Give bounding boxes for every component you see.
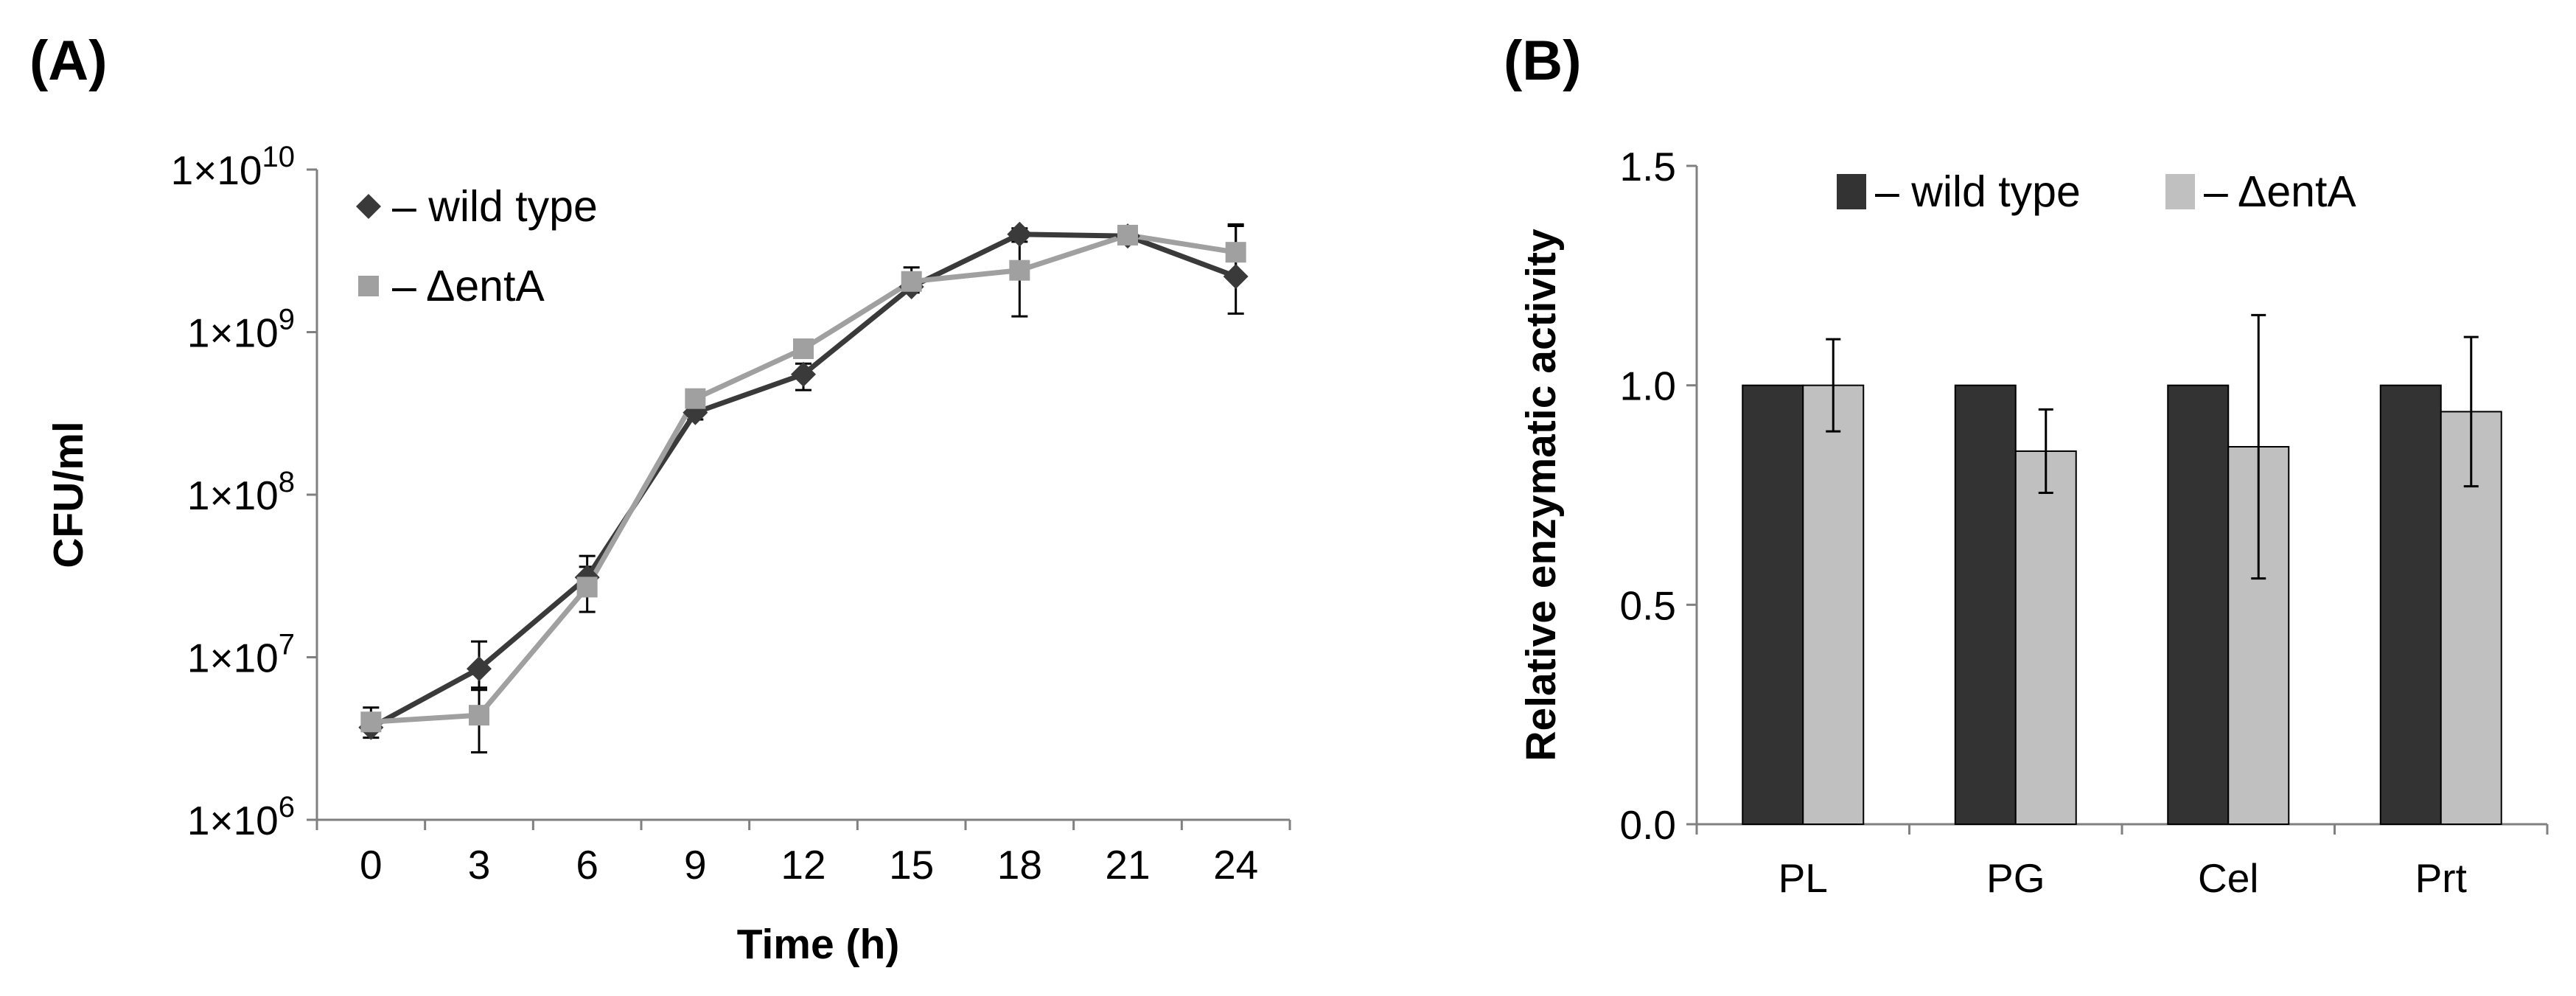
- panel-b-label: (B): [1504, 29, 1582, 92]
- x-tick-label: 12: [781, 842, 825, 888]
- entA-point: [1009, 260, 1030, 281]
- y-tick-label: 1×1010: [171, 141, 295, 193]
- entA-point: [360, 711, 382, 733]
- x-tick-label: 6: [576, 842, 598, 888]
- x-tick-label: 24: [1213, 842, 1258, 888]
- x-tick-label: 9: [684, 842, 707, 888]
- wild-type-point: [1223, 263, 1249, 289]
- wild-type-bar: [2167, 384, 2230, 825]
- legend-entA-label: – ΔentA: [392, 262, 545, 310]
- legend-entA-swatch: [2165, 174, 2195, 209]
- y-tick-label: 1×109: [187, 304, 295, 356]
- panel-a-label: (A): [29, 29, 108, 92]
- x-axis-title: Time (h): [737, 921, 900, 968]
- y-axis-title: Relative enzymatic activity: [1518, 229, 1565, 762]
- wild-type-point: [467, 656, 492, 682]
- x-tick-label: 15: [889, 842, 934, 888]
- legend-entA-label: – ΔentA: [2204, 167, 2356, 216]
- entA-point: [793, 338, 814, 360]
- entA-bar: [1802, 384, 1865, 825]
- x-tick-label: 3: [468, 842, 491, 888]
- wild-type-bar: [1954, 384, 2017, 825]
- entA-bar: [2014, 450, 2077, 825]
- entA-point: [1117, 224, 1138, 245]
- entA-point: [576, 577, 598, 598]
- wild-type-bar: [2379, 384, 2442, 825]
- legend-wild-type-marker: [356, 194, 381, 219]
- y-tick-label: 1×107: [187, 629, 295, 681]
- y-tick-label: 1.0: [1620, 363, 1676, 409]
- entA-point: [469, 705, 489, 726]
- x-tick-label: 18: [997, 842, 1042, 888]
- x-category-label: Prt: [2415, 855, 2467, 901]
- entA-point: [685, 388, 706, 409]
- panel-a-growth-curve: 1×106 1×107 1×108 1×109 1×1010 0 3 6 9 12 15 18 21 24…: [45, 141, 1291, 968]
- wild-type-point: [791, 361, 816, 387]
- y-tick-label: 1.5: [1620, 144, 1676, 189]
- panel-b-enzymatic-activity: 0.0 0.5 1.0 1.5 PL PG Cel Prt Relative enzymatic…: [1518, 144, 2549, 901]
- y-tick-label: 1×108: [187, 466, 295, 518]
- x-category-label: Cel: [2198, 855, 2259, 901]
- y-tick-label: 0.0: [1620, 802, 1676, 848]
- x-tick-label: 0: [360, 842, 383, 888]
- y-axis-title: CFU/ml: [45, 421, 92, 568]
- x-category-label: PL: [1779, 855, 1828, 901]
- x-tick-label: 21: [1105, 842, 1150, 888]
- y-tick-label: 0.5: [1620, 582, 1676, 628]
- x-category-label: PG: [1986, 855, 2045, 901]
- wild-type-bar: [1742, 384, 1804, 825]
- entA-point: [901, 271, 922, 292]
- wild-type-point: [1007, 221, 1033, 247]
- legend-wild-type-swatch: [1837, 174, 1866, 209]
- legend-entA-marker: [358, 276, 379, 296]
- entA-point: [1225, 242, 1246, 263]
- legend-wild-type-label: – wild type: [392, 182, 598, 231]
- legend-wild-type-label: – wild type: [1875, 167, 2081, 216]
- y-tick-label: 1×106: [187, 791, 295, 843]
